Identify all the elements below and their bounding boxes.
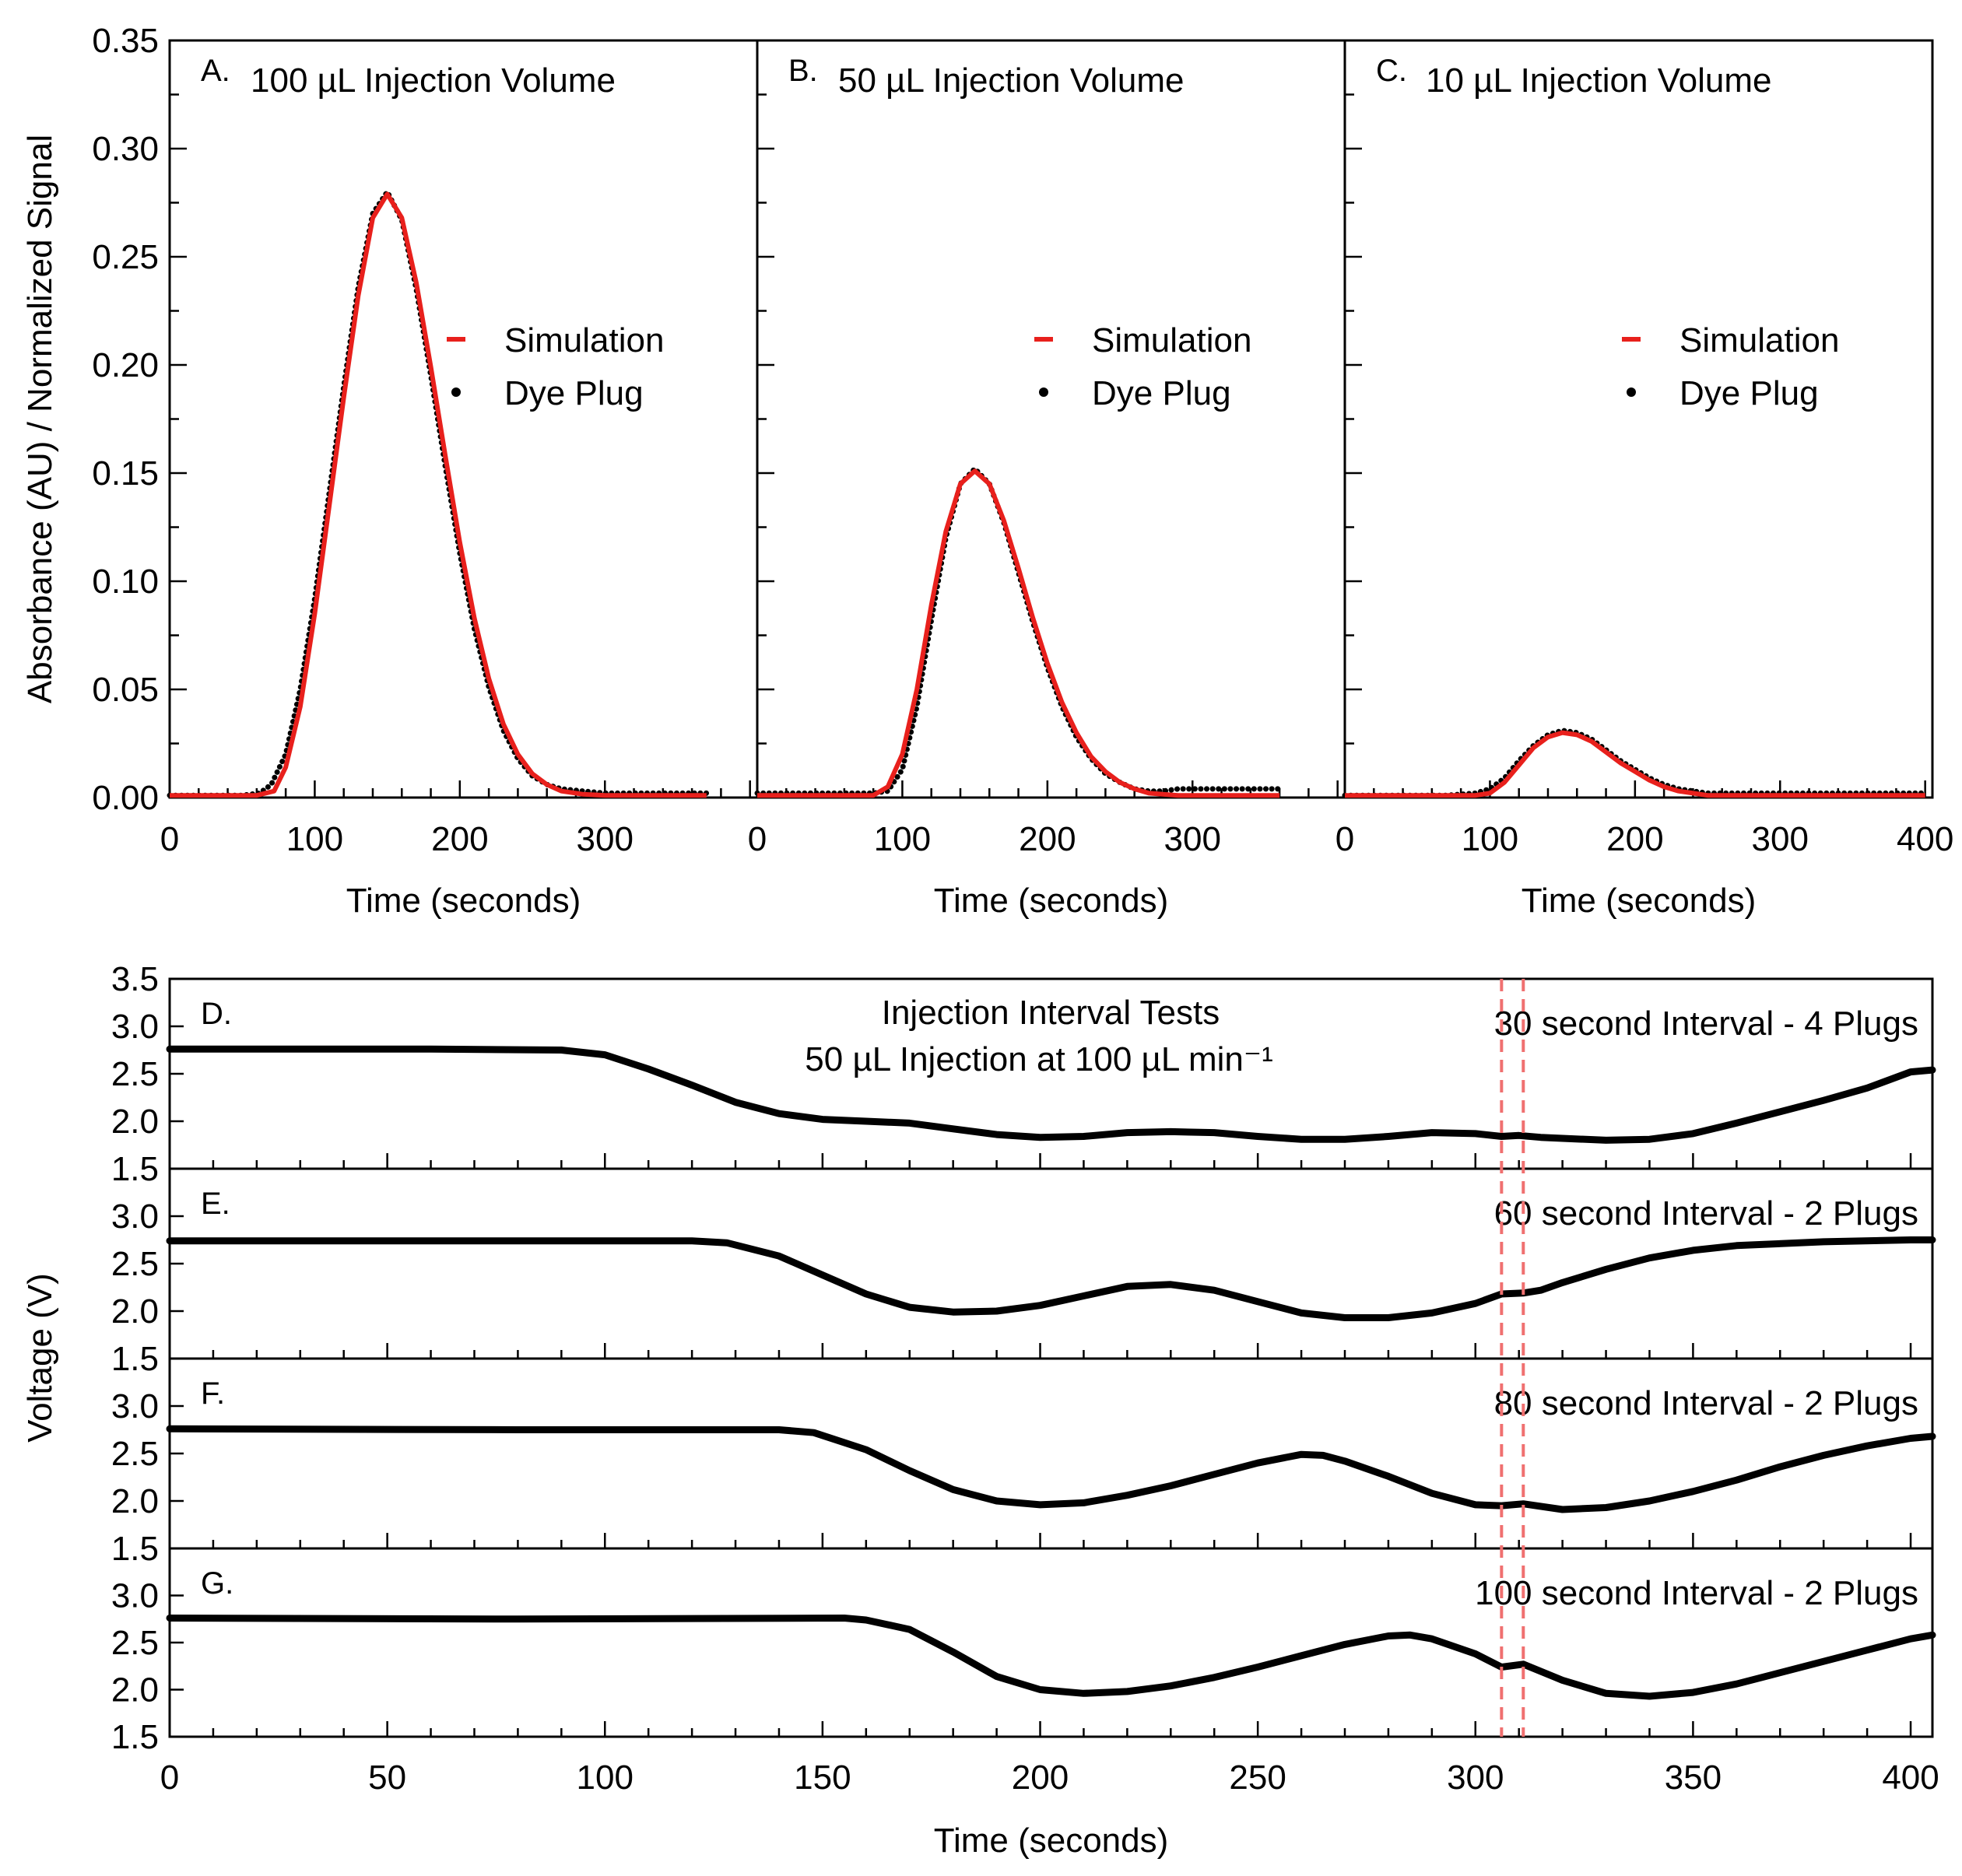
panel-letter: C. <box>1376 54 1407 88</box>
y-tick-label: 3.0 <box>111 1197 159 1236</box>
x-tick-label: 0 <box>160 1759 179 1797</box>
y-tick-label: 0.30 <box>92 130 159 168</box>
x-tick-label: 0 <box>1335 820 1354 858</box>
legend-dye-plug-label: Dye Plug <box>1679 374 1819 412</box>
plot-frame <box>168 39 759 799</box>
y-tick-label: 2.5 <box>111 1624 159 1662</box>
x-tick-label: 200 <box>431 820 488 858</box>
x-axis-label: Time (seconds) <box>1522 882 1757 920</box>
legend-simulation-label: Simulation <box>1679 321 1839 359</box>
legend-dye-plug-swatch <box>1627 387 1636 397</box>
x-tick-label: 150 <box>794 1759 851 1797</box>
x-tick-label: 0 <box>748 820 767 858</box>
panel-letter: A. <box>201 54 230 88</box>
y-tick-label: 0.25 <box>92 238 159 276</box>
series-voltage <box>166 1236 1936 1321</box>
x-tick-label: 0 <box>160 820 179 858</box>
x-tick-label: 100 <box>577 1759 634 1797</box>
y-tick-label: 2.0 <box>111 1103 159 1141</box>
plot-frame <box>756 39 1346 799</box>
x-tick-label: 350 <box>1665 1759 1722 1797</box>
legend-dye-plug-swatch <box>451 387 461 397</box>
legend-dye-plug-swatch <box>1039 387 1048 397</box>
series-dye-plug <box>167 186 710 798</box>
x-tick-label: 100 <box>874 820 931 858</box>
panel-e: 1.5 2.0 2.5 3.0 E. 60 second Interval - 2 Plu… <box>111 1167 1936 1378</box>
series-simulation <box>1345 730 1925 798</box>
legend-dye-plug-label: Dye Plug <box>1092 374 1231 412</box>
panel-a: 0 100 200 300 0.00 0.05 0.10 0.15 0.20 0.25 0.30 0.… <box>21 22 759 920</box>
x-tick-label: 100 <box>286 820 343 858</box>
series-dye-plug <box>754 465 1283 796</box>
reference-lines <box>1500 979 1525 1737</box>
panel-letter: F. <box>201 1376 225 1411</box>
x-axis-label: Time (seconds) <box>346 882 581 920</box>
panel-letter: G. <box>201 1566 233 1601</box>
y-tick-label: 0.00 <box>92 779 159 817</box>
x-tick-label: 300 <box>1752 820 1809 858</box>
panel-letter: B. <box>788 54 818 88</box>
panel-letter: D. <box>201 997 232 1031</box>
panel-c: 0 100 200 300 400 Time (seconds) C. 10 µL Injec… <box>1335 39 1953 920</box>
interval-annotation: 100 second Interval - 2 Plugs <box>1475 1574 1918 1612</box>
interval-tests-subtitle: 50 µL Injection at 100 µL min⁻¹ <box>805 1040 1272 1078</box>
y-tick-label: 0.35 <box>92 22 159 60</box>
interval-tests-title: Injection Interval Tests <box>882 994 1220 1032</box>
y-tick-label: 0.10 <box>92 563 159 601</box>
y-tick-label: 1.5 <box>111 1340 159 1378</box>
x-axis-label: Time (seconds) <box>934 882 1169 920</box>
x-tick-label: 300 <box>1164 820 1221 858</box>
interval-annotation: 30 second Interval - 4 Plugs <box>1494 1005 1918 1043</box>
x-axis-label: Time (seconds) <box>934 1822 1169 1860</box>
y-tick-label: 3.0 <box>111 1008 159 1046</box>
legend-dye-plug-label: Dye Plug <box>504 374 644 412</box>
interval-annotation: 80 second Interval - 2 Plugs <box>1494 1384 1918 1422</box>
x-tick-label: 200 <box>1606 820 1663 858</box>
y-tick-label: 3.0 <box>111 1577 159 1615</box>
x-tick-label: 50 <box>368 1759 406 1797</box>
x-tick-label: 400 <box>1897 820 1953 858</box>
y-tick-label: 2.0 <box>111 1671 159 1709</box>
x-tick-label: 200 <box>1012 1759 1069 1797</box>
series-simulation <box>757 468 1280 798</box>
interval-annotation: 60 second Interval - 2 Plugs <box>1494 1194 1918 1233</box>
panel-title: 10 µL Injection Volume <box>1426 61 1771 100</box>
plot-frame <box>1343 39 1934 799</box>
x-tick-label: 300 <box>1447 1759 1504 1797</box>
y-tick-label: 1.5 <box>111 1718 159 1756</box>
y-axis-label: Absorbance (AU) / Normalized Signal <box>21 135 59 703</box>
panel-letter: E. <box>201 1187 230 1221</box>
panel-d: 1.5 2.0 2.5 3.0 3.5 D. 30 second Interval - 4 … <box>111 960 1936 1188</box>
y-tick-label: 3.5 <box>111 960 159 998</box>
y-tick-label: 1.5 <box>111 1150 159 1188</box>
panel-g: 1.5 2.0 2.5 3.0 G. 100 second Interval - 2 Pl… <box>111 1547 1939 1860</box>
x-tick-label: 200 <box>1019 820 1076 858</box>
x-tick-label: 400 <box>1882 1759 1939 1797</box>
y-tick-label: 3.0 <box>111 1387 159 1425</box>
y-tick-label: 2.5 <box>111 1435 159 1473</box>
y-tick-label: 2.5 <box>111 1055 159 1093</box>
y-tick-label: 2.0 <box>111 1292 159 1331</box>
series-voltage <box>166 1045 1936 1144</box>
panel-title: 100 µL Injection Volume <box>251 61 616 100</box>
y-tick-label: 0.05 <box>92 671 159 709</box>
y-tick-label: 0.15 <box>92 454 159 493</box>
panel-b: 0 100 200 300 Time (seconds) B. 50 µL Injectio… <box>748 39 1346 920</box>
series-voltage <box>166 1615 1936 1700</box>
legend-simulation-label: Simulation <box>504 321 664 359</box>
series-voltage <box>166 1425 1936 1513</box>
y-tick-label: 0.20 <box>92 346 159 384</box>
panel-f: 1.5 2.0 2.5 3.0 F. 80 second Interval - 2 Plu… <box>111 1357 1936 1568</box>
x-tick-label: 250 <box>1229 1759 1286 1797</box>
series-simulation <box>170 191 707 798</box>
panel-title: 50 µL Injection Volume <box>838 61 1184 100</box>
x-tick-label: 300 <box>577 820 634 858</box>
legend-simulation-label: Simulation <box>1092 321 1251 359</box>
y-tick-label: 2.0 <box>111 1482 159 1520</box>
x-tick-label: 100 <box>1462 820 1518 858</box>
voltage-axis-label: Voltage (V) <box>21 1273 59 1443</box>
y-tick-label: 2.5 <box>111 1245 159 1283</box>
y-tick-label: 1.5 <box>111 1530 159 1568</box>
